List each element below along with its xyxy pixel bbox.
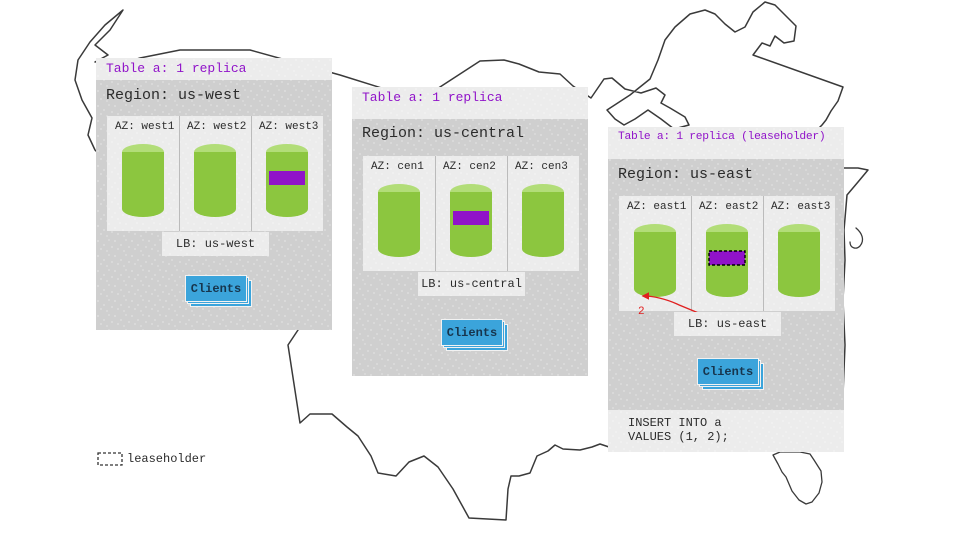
- svg-text:2: 2: [638, 306, 645, 318]
